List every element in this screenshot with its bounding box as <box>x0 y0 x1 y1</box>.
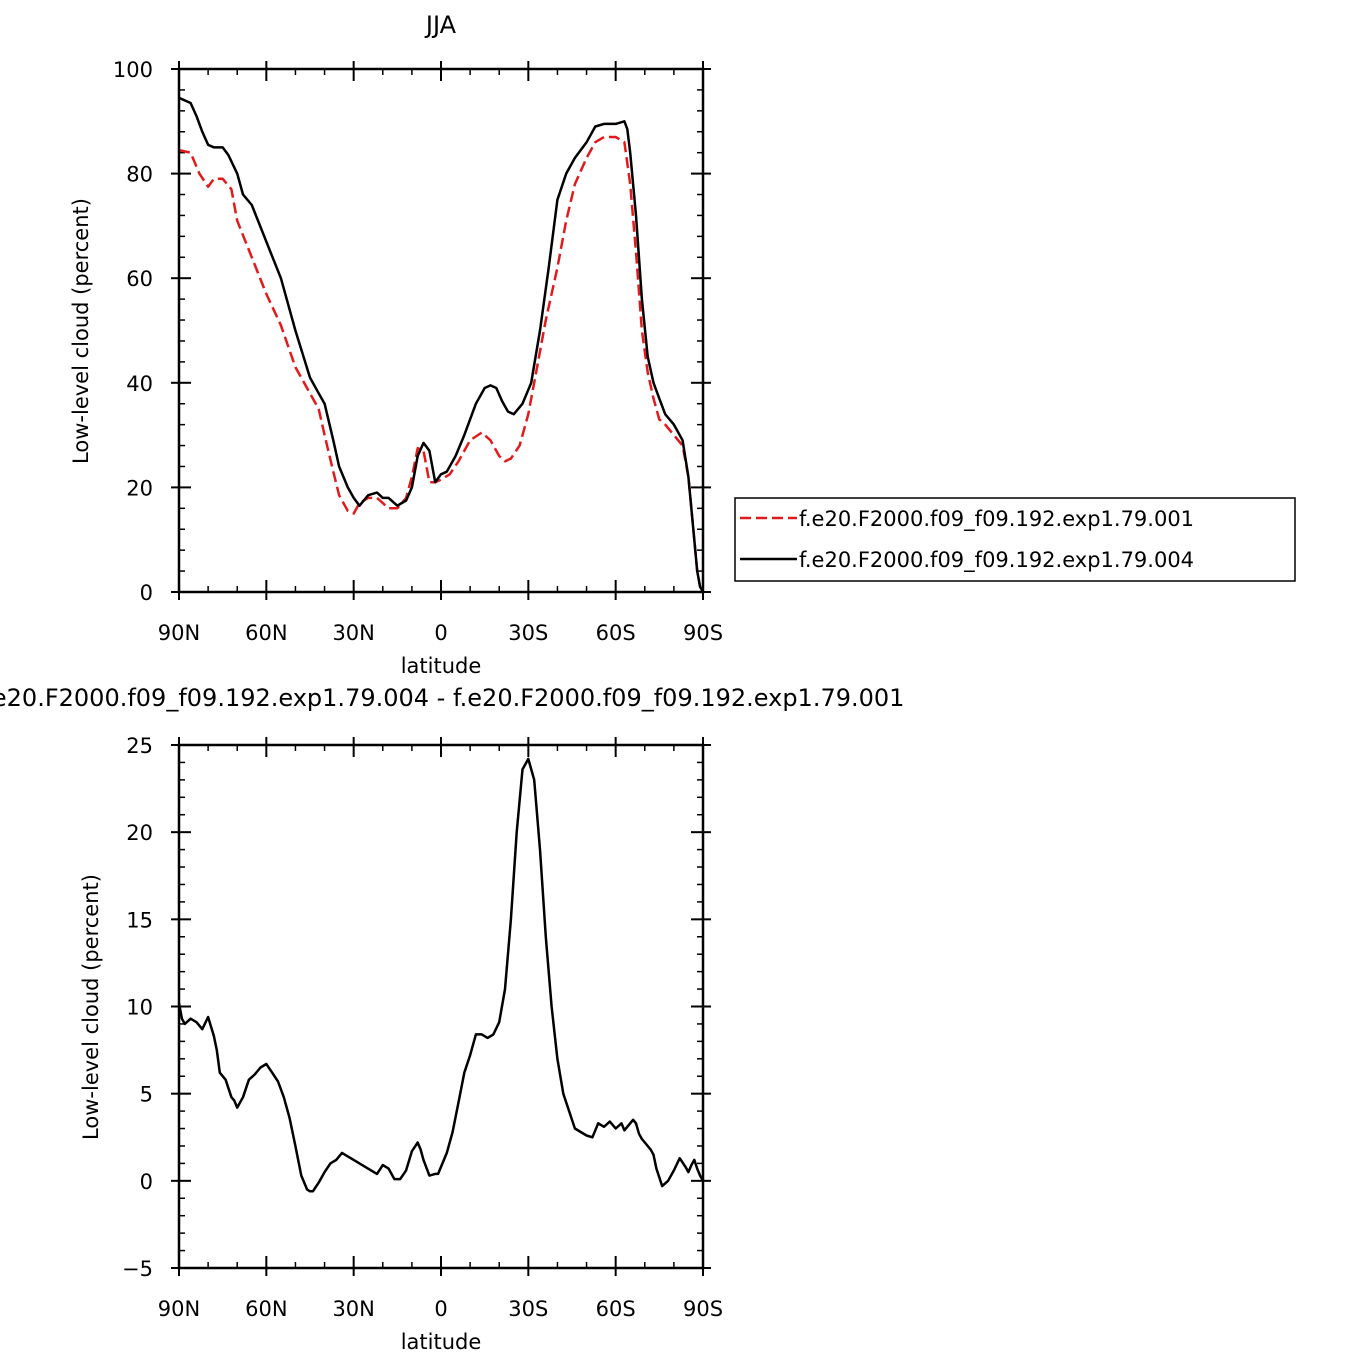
top-x-tick-label: 60S <box>596 621 636 645</box>
top-plot-frame <box>177 67 705 594</box>
top-series-line-1 <box>178 135 705 593</box>
bottom-y-tick-label: −5 <box>122 1257 153 1281</box>
top-series-line-2 <box>178 96 705 593</box>
bottom-y-tick-label: 25 <box>126 734 153 758</box>
top-series-group <box>178 96 705 593</box>
top-ticks: 90N 60N 30N 0 30S 60S 90S 0 20 40 60 80 100 <box>113 58 723 645</box>
top-y-tick-label: 0 <box>140 581 153 605</box>
bottom-x-axis-label: latitude <box>401 1330 482 1354</box>
top-y-tick-label: 100 <box>113 58 153 82</box>
bottom-x-tick-label: 90N <box>158 1297 200 1321</box>
top-x-tick-label: 90S <box>683 621 723 645</box>
bottom-y-tick-label: 5 <box>140 1083 153 1107</box>
legend-entry-series-1: f.e20.F2000.f09_f09.192.exp1.79.001 <box>799 507 1194 532</box>
top-x-tick-label: 0 <box>434 621 447 645</box>
top-y-tick-label: 20 <box>126 476 153 500</box>
top-y-tick-label: 80 <box>126 163 153 187</box>
top-y-tick-label: 40 <box>126 372 153 396</box>
top-x-axis-label: latitude <box>401 654 482 678</box>
bottom-y-axis-label: Low-level cloud (percent) <box>79 874 103 1140</box>
top-x-tick-label: 90N <box>158 621 200 645</box>
top-x-tick-label: 30N <box>332 621 374 645</box>
bottom-x-tick-label: 90S <box>683 1297 723 1321</box>
bottom-y-tick-label: 10 <box>126 996 153 1020</box>
top-chart-title: JJA <box>424 11 457 39</box>
top-panel: JJA latitude Low-level cloud (percent) 9… <box>69 11 723 678</box>
bottom-y-tick-label: 0 <box>140 1170 153 1194</box>
top-y-axis-label: Low-level cloud (percent) <box>69 198 93 464</box>
bottom-x-tick-label: 30S <box>508 1297 548 1321</box>
top-x-tick-label: 30S <box>508 621 548 645</box>
top-y-tick-label: 60 <box>126 267 153 291</box>
legend-box <box>734 497 1296 582</box>
bottom-x-tick-label: 60N <box>245 1297 287 1321</box>
bottom-plot-frame <box>177 743 705 1270</box>
bottom-x-tick-label: 60S <box>596 1297 636 1321</box>
bottom-y-tick-label: 15 <box>126 908 153 932</box>
bottom-chart-title: f.e20.F2000.f09_f09.192.exp1.79.004 - f.… <box>0 684 904 712</box>
legend-entry-series-2: f.e20.F2000.f09_f09.192.exp1.79.004 <box>799 548 1194 573</box>
bottom-y-tick-label: 20 <box>126 821 153 845</box>
bottom-series-group <box>177 757 705 1193</box>
bottom-panel: f.e20.F2000.f09_f09.192.exp1.79.004 - f.… <box>0 684 904 1354</box>
top-x-tick-label: 60N <box>245 621 287 645</box>
bottom-x-tick-label: 0 <box>434 1297 447 1321</box>
bottom-series-line-1 <box>177 757 705 1193</box>
bottom-x-tick-label: 30N <box>332 1297 374 1321</box>
legend: f.e20.F2000.f09_f09.192.exp1.79.001 f.e2… <box>734 497 1296 582</box>
